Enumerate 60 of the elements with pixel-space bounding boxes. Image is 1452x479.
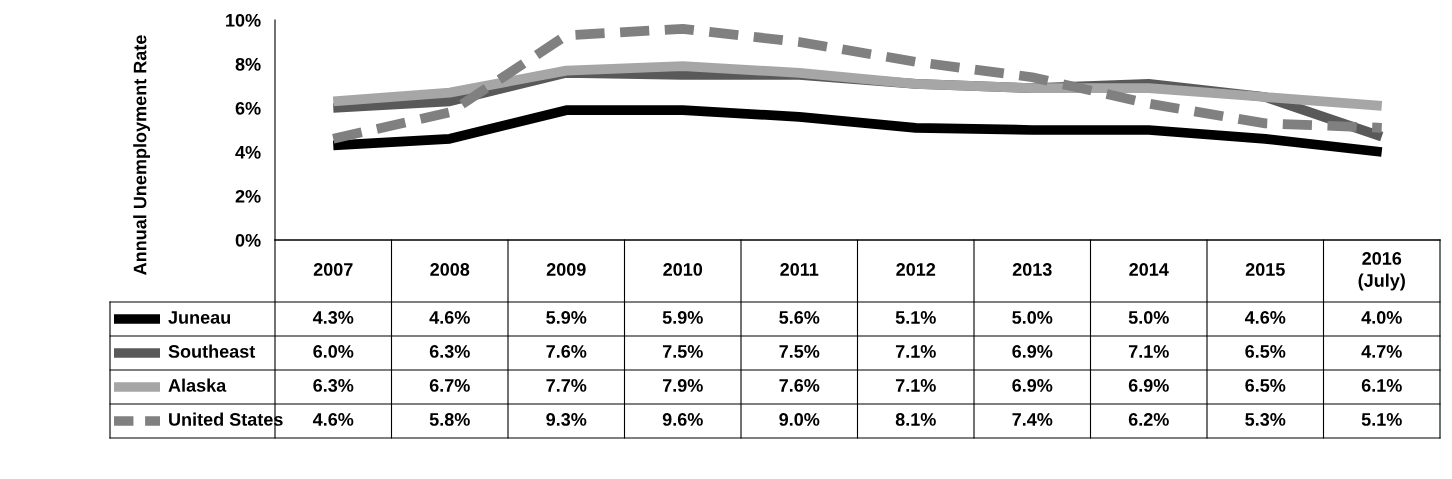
data-label: 6.5% (1245, 379, 1286, 392)
data-label: 4.3% (312, 311, 354, 324)
x-tick-label: 2008 (430, 263, 470, 276)
legend-label: Alaska (168, 378, 227, 392)
y-tick-label: 8% (235, 57, 261, 71)
data-label: 6.1% (1361, 379, 1402, 392)
x-tick-label: 2011 (780, 263, 819, 276)
y-axis-title: Annual Unemployment Rate (133, 35, 150, 275)
x-tick-label: 2012 (896, 263, 936, 276)
data-label: 4.6% (1244, 311, 1286, 324)
data-label: 5.1% (895, 311, 936, 324)
x-tick-label: 2010 (663, 263, 703, 276)
data-label: 6.5% (1245, 345, 1286, 358)
data-label: 5.9% (546, 311, 587, 324)
y-tick-label: 0% (235, 233, 261, 247)
data-label: 7.9% (662, 379, 703, 392)
data-label: 7.4% (1012, 413, 1053, 426)
data-label: 7.1% (1128, 345, 1169, 358)
data-label: 5.0% (1012, 311, 1053, 324)
data-label: 7.1% (895, 379, 936, 392)
data-label: 6.9% (1128, 379, 1169, 392)
data-label: 6.3% (313, 379, 354, 392)
data-label: 4.0% (1361, 311, 1402, 324)
data-label: 7.6% (546, 345, 587, 358)
data-label: 7.1% (895, 345, 936, 358)
y-tick-label: 4% (235, 145, 261, 159)
data-label: 6.3% (429, 345, 470, 358)
legend-label: Southeast (168, 344, 256, 358)
data-label: 5.1% (1361, 413, 1402, 426)
data-label: 4.6% (312, 413, 354, 426)
data-label: 7.6% (779, 379, 820, 392)
data-label: 5.9% (662, 311, 703, 324)
data-label: 9.3% (546, 413, 587, 426)
data-label: 7.5% (779, 345, 820, 358)
data-label: 6.0% (313, 345, 354, 358)
data-label: 8.1% (895, 413, 936, 426)
data-label: 6.9% (1012, 379, 1053, 392)
x-tick-label: 2007 (313, 263, 353, 276)
x-tick-label: 2015 (1245, 263, 1285, 276)
data-label: 5.3% (1245, 413, 1286, 426)
data-label: 9.6% (662, 413, 703, 426)
data-label: 5.6% (779, 311, 820, 324)
data-label: 4.7% (1361, 345, 1402, 358)
data-label: 9.0% (779, 413, 820, 426)
data-label: 7.7% (546, 379, 587, 392)
data-label: 6.7% (429, 379, 470, 392)
data-label: 6.2% (1128, 413, 1169, 426)
y-tick-label: 2% (235, 189, 261, 203)
data-label: 5.0% (1128, 311, 1169, 324)
data-label: 6.9% (1012, 345, 1053, 358)
data-label: 4.6% (429, 311, 470, 324)
data-label: 7.5% (662, 345, 703, 358)
legend-label: Juneau (168, 311, 231, 324)
x-tick-label: 2016 (July) (1358, 252, 1405, 291)
y-tick-label: 10% (226, 13, 261, 27)
y-tick-label: 6% (235, 101, 261, 115)
x-tick-label: 2013 (1012, 263, 1052, 276)
x-tick-label: 2014 (1129, 263, 1169, 276)
x-tick-label: 2009 (546, 263, 586, 276)
data-label: 5.8% (429, 413, 470, 426)
